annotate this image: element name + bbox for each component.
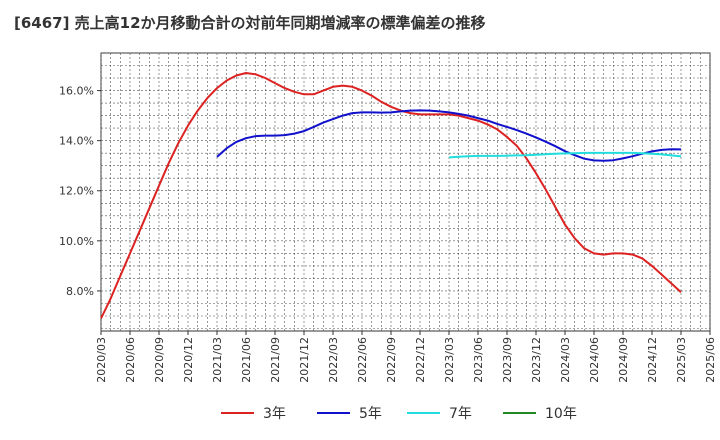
x-tick-label: 2022/09 — [385, 337, 398, 383]
legend-label-10年: 10年 — [545, 406, 577, 422]
x-tick-label: 2024/12 — [646, 337, 659, 383]
series-lines — [100, 72, 682, 319]
x-tick-label: 2023/12 — [530, 337, 543, 383]
y-tick-label: 10.0% — [59, 235, 94, 248]
x-tick-label: 2022/03 — [327, 337, 340, 383]
x-tick-label: 2024/09 — [617, 337, 630, 383]
x-tick-label: 2020/06 — [124, 337, 137, 383]
series-line-3年 — [100, 72, 682, 319]
x-tick-label: 2025/06 — [704, 337, 717, 383]
x-tick-label: 2023/03 — [443, 337, 456, 383]
x-tick-label: 2020/03 — [95, 337, 108, 383]
chart-title: [6467] 売上高12か月移動合計の対前年同期増減率の標準偏差の推移 — [14, 14, 486, 32]
x-tick-label: 2021/12 — [298, 337, 311, 383]
series-line-5年 — [216, 109, 682, 162]
legend-label-5年: 5年 — [359, 406, 382, 422]
x-tick-label: 2020/12 — [182, 337, 195, 383]
x-tick-label: 2022/12 — [414, 337, 427, 383]
legend: 3年 5年 7年 10年 — [221, 406, 577, 422]
x-tick-label: 2023/09 — [501, 337, 514, 383]
x-tick-label: 2024/06 — [588, 337, 601, 383]
x-tick-label: 2023/06 — [472, 337, 485, 383]
x-tick-label: 2021/09 — [269, 337, 282, 383]
x-tick-label: 2021/03 — [211, 337, 224, 383]
legend-label-3年: 3年 — [263, 406, 286, 422]
y-tick-label: 8.0% — [66, 285, 94, 298]
x-tick-label: 2024/03 — [559, 337, 572, 383]
y-tick-label: 16.0% — [59, 85, 94, 98]
x-tick-label: 2022/06 — [356, 337, 369, 383]
x-tick-label: 2021/06 — [240, 337, 253, 383]
x-axis: 2020/03 2020/06 2020/09 2020/12 2021/03 2021/… — [95, 331, 717, 383]
series-line-7年 — [448, 151, 682, 159]
y-tick-label: 14.0% — [59, 135, 94, 148]
x-tick-label: 2020/09 — [153, 337, 166, 383]
plot-area — [100, 52, 711, 332]
y-axis: 8.0% 10.0% 12.0% 14.0% 16.0% — [59, 85, 101, 298]
legend-label-7年: 7年 — [449, 406, 472, 422]
x-tick-label: 2025/03 — [675, 337, 688, 383]
y-tick-label: 12.0% — [59, 185, 94, 198]
